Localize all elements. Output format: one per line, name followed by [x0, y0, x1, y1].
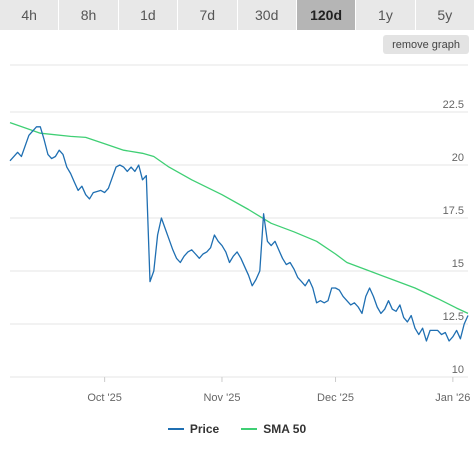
tab-8h[interactable]: 8h	[59, 0, 119, 30]
price-chart: 10 12.5 15 17.5 20 22.5 Oct '25 Nov '25 Dec '25…	[9, 64, 470, 404]
tab-4h[interactable]: 4h	[0, 0, 60, 30]
y-tick-label: 10	[452, 364, 464, 376]
remove-graph-button[interactable]: remove graph	[383, 35, 469, 54]
tab-5y[interactable]: 5y	[415, 0, 474, 30]
y-tick-label: 17.5	[443, 205, 464, 217]
sma-50-line	[9, 121, 469, 314]
tab-1y[interactable]: 1y	[356, 0, 416, 30]
series-lines	[9, 121, 469, 342]
legend-item-price[interactable]: Price	[167, 422, 220, 436]
x-axis-tick-labels: Oct '25 Nov '25 Dec '25 Jan '26	[87, 377, 470, 404]
x-tick-label: Oct '25	[87, 392, 122, 404]
tab-1d[interactable]: 1d	[118, 0, 179, 30]
x-tick-label: Dec '25	[317, 392, 354, 404]
tab-30d[interactable]: 30d	[237, 0, 297, 30]
y-tick-label: 22.5	[443, 99, 464, 111]
timeframe-tabs: 4h 8h 1d 7d 30d 120d 1y 5y	[0, 0, 474, 30]
legend-label-price: Price	[189, 422, 220, 436]
y-tick-label: 15	[452, 258, 464, 270]
x-tick-label: Nov '25	[203, 392, 240, 404]
legend-item-sma[interactable]: SMA 50	[241, 422, 306, 436]
y-tick-label: 20	[452, 152, 464, 164]
y-axis-tick-labels: 10 12.5 15 17.5 20 22.5	[443, 99, 464, 376]
tab-120d[interactable]: 120d	[296, 0, 357, 30]
grid-lines	[10, 64, 468, 378]
legend-swatch-sma	[241, 428, 258, 430]
chart-legend: Price SMA 50	[0, 420, 474, 438]
legend-swatch-price	[167, 428, 184, 430]
x-tick-label: Jan '26	[435, 392, 470, 404]
y-tick-label: 12.5	[443, 311, 464, 323]
tab-7d[interactable]: 7d	[178, 0, 238, 30]
legend-label-sma: SMA 50	[263, 422, 307, 436]
price-line	[9, 126, 469, 342]
